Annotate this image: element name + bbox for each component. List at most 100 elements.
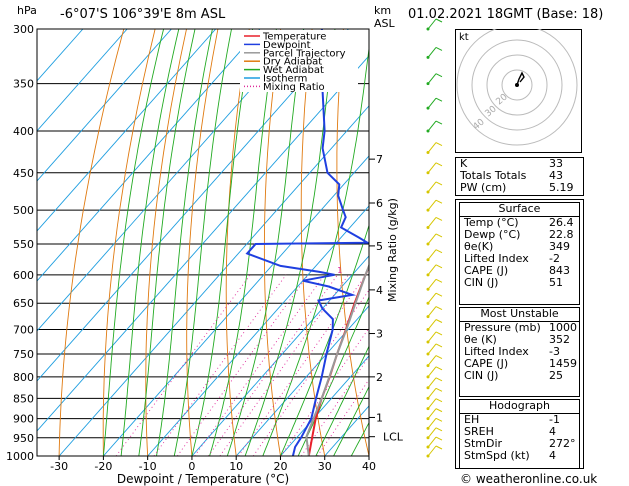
dry-adiabat-line	[405, 29, 458, 456]
asl-label: ASL	[374, 17, 395, 30]
pressure-tick-label: 550	[13, 238, 34, 251]
footer-credit[interactable]: © weatheronline.co.uk	[460, 472, 598, 486]
table-row: CAPE (J) 1459	[460, 358, 579, 370]
table-row: θe (K) 352	[460, 334, 579, 346]
altitude-tick-label: 5	[376, 240, 383, 253]
row-label: Lifted Index	[464, 252, 529, 265]
wind-barb-staff	[427, 355, 437, 366]
wind-barb-base	[426, 273, 430, 277]
wind-barb-staff	[427, 199, 437, 211]
wind-barb-flag	[435, 278, 443, 283]
legend-label: Mixing Ratio	[263, 82, 325, 93]
pressure-tick-label: 500	[13, 204, 34, 217]
row-label: θe (K)	[464, 333, 497, 346]
wind-barb-staff	[427, 306, 437, 317]
table-row: StmSpd (kt) 4	[460, 450, 579, 462]
index-row-tt: Totals Totals 43	[456, 170, 583, 182]
wind-barb-base	[426, 171, 430, 175]
dewpoint-trace	[245, 29, 369, 456]
wind-barb-flag	[435, 292, 443, 297]
wet-adiabat-line	[102, 29, 165, 456]
mixing-ratio-line	[219, 274, 349, 456]
pressure-tick-label: 650	[13, 297, 34, 310]
mixing-ratio-label: 2	[377, 266, 382, 275]
dry-adiabat-line	[145, 29, 187, 456]
row-value: 843	[549, 264, 570, 277]
row-label: Pressure (mb)	[464, 321, 541, 334]
row-value: 349	[549, 240, 570, 253]
temp-tick-label: -10	[139, 460, 157, 473]
wind-barb-staff	[427, 162, 437, 174]
wind-barb-base	[426, 287, 430, 291]
wind-barb-flag	[435, 355, 443, 360]
row-label: Dewp (°C)	[464, 228, 521, 241]
hodograph-kt-label: kt	[459, 32, 469, 43]
table-row: θe(K) 349	[460, 241, 579, 253]
stats-panel: Surface Temp (°C) 26.4 Dewp (°C) 22.8 θe(K…	[455, 199, 584, 469]
mixing-ratio-label: 1	[337, 266, 342, 275]
wind-barb-base	[426, 407, 430, 411]
wind-barb-base	[426, 352, 430, 356]
wind-barb-flag	[435, 264, 443, 269]
row-value: 4	[549, 425, 556, 438]
wind-barb-flag	[435, 97, 443, 102]
isotherm-line	[58, 105, 369, 456]
table-row: CIN (J) 25	[460, 370, 579, 382]
wind-barb-staff	[427, 436, 437, 448]
wet-adiabat-line	[191, 29, 254, 456]
temp-tick-label: 40	[362, 460, 376, 473]
axes: 3003504004505005506006507007508008509009…	[6, 23, 404, 473]
isotherm-line	[191, 255, 369, 456]
legend-label: Isotherm	[263, 74, 307, 85]
legend-label: Dewpoint	[263, 40, 311, 51]
wind-barb-flag	[435, 319, 443, 323]
most-unstable-title: Most Unstable	[460, 308, 579, 322]
mixing-ratio-line	[317, 378, 369, 456]
index-label: PW (cm)	[460, 181, 507, 194]
wind-barb-staff	[427, 47, 437, 58]
profile-traces: 12345610152025	[245, 29, 404, 456]
wind-barb-staff	[427, 418, 437, 429]
wind-barb-staff	[427, 18, 437, 30]
wind-barb-flag	[435, 366, 443, 371]
wind-barb-staff	[427, 343, 437, 355]
wind-barb-staff	[427, 181, 437, 193]
isotherm-line	[37, 29, 172, 182]
wind-barb-staff	[427, 319, 437, 330]
table-row: Pressure (mb) 1000	[460, 322, 579, 334]
wind-barb-staff	[427, 120, 437, 132]
index-value: 33	[549, 157, 563, 170]
dry-adiabat-line	[186, 29, 219, 456]
wet-adiabat-line	[333, 385, 369, 456]
hodograph-frame	[455, 29, 582, 153]
wet-adiabat-line	[226, 29, 305, 456]
dry-adiabat-line	[102, 29, 156, 456]
wet-adiabat-line	[244, 29, 336, 456]
temp-tick-label: -30	[50, 460, 68, 473]
index-value: 5.19	[549, 181, 574, 194]
x-axis-label: Dewpoint / Temperature (°C)	[117, 472, 289, 486]
temp-tick-label: 20	[273, 460, 287, 473]
isotherm-line	[37, 29, 128, 132]
pressure-tick-label: 850	[13, 392, 34, 405]
index-label: Totals Totals	[460, 169, 527, 182]
mixing-ratio-label: 3	[399, 266, 404, 275]
row-value: 4	[549, 449, 556, 462]
row-label: CAPE (J)	[464, 357, 509, 370]
hodograph-trace	[516, 71, 525, 86]
row-label: StmDir	[464, 437, 503, 450]
table-row: Lifted Index -3	[460, 346, 579, 358]
wind-barb-staff	[427, 249, 437, 261]
row-label: θe(K)	[464, 240, 494, 253]
surface-title: Surface	[460, 203, 579, 217]
wet-adiabat-line	[138, 29, 196, 456]
wind-barb-flag	[435, 343, 443, 348]
wind-barb-base	[426, 55, 430, 59]
row-value: 1459	[549, 357, 577, 370]
wind-barb-staff	[427, 233, 437, 245]
wet-adiabat-line	[173, 29, 232, 456]
table-row: Dewp (°C) 22.8	[460, 229, 579, 241]
wind-barb-staff	[427, 408, 437, 419]
